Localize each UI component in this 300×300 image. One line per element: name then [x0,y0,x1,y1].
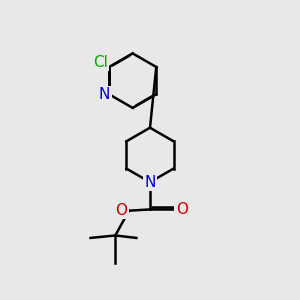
Text: N: N [99,87,110,102]
Text: O: O [116,203,128,218]
Text: O: O [176,202,188,217]
Text: Cl: Cl [93,55,108,70]
Text: N: N [144,175,156,190]
